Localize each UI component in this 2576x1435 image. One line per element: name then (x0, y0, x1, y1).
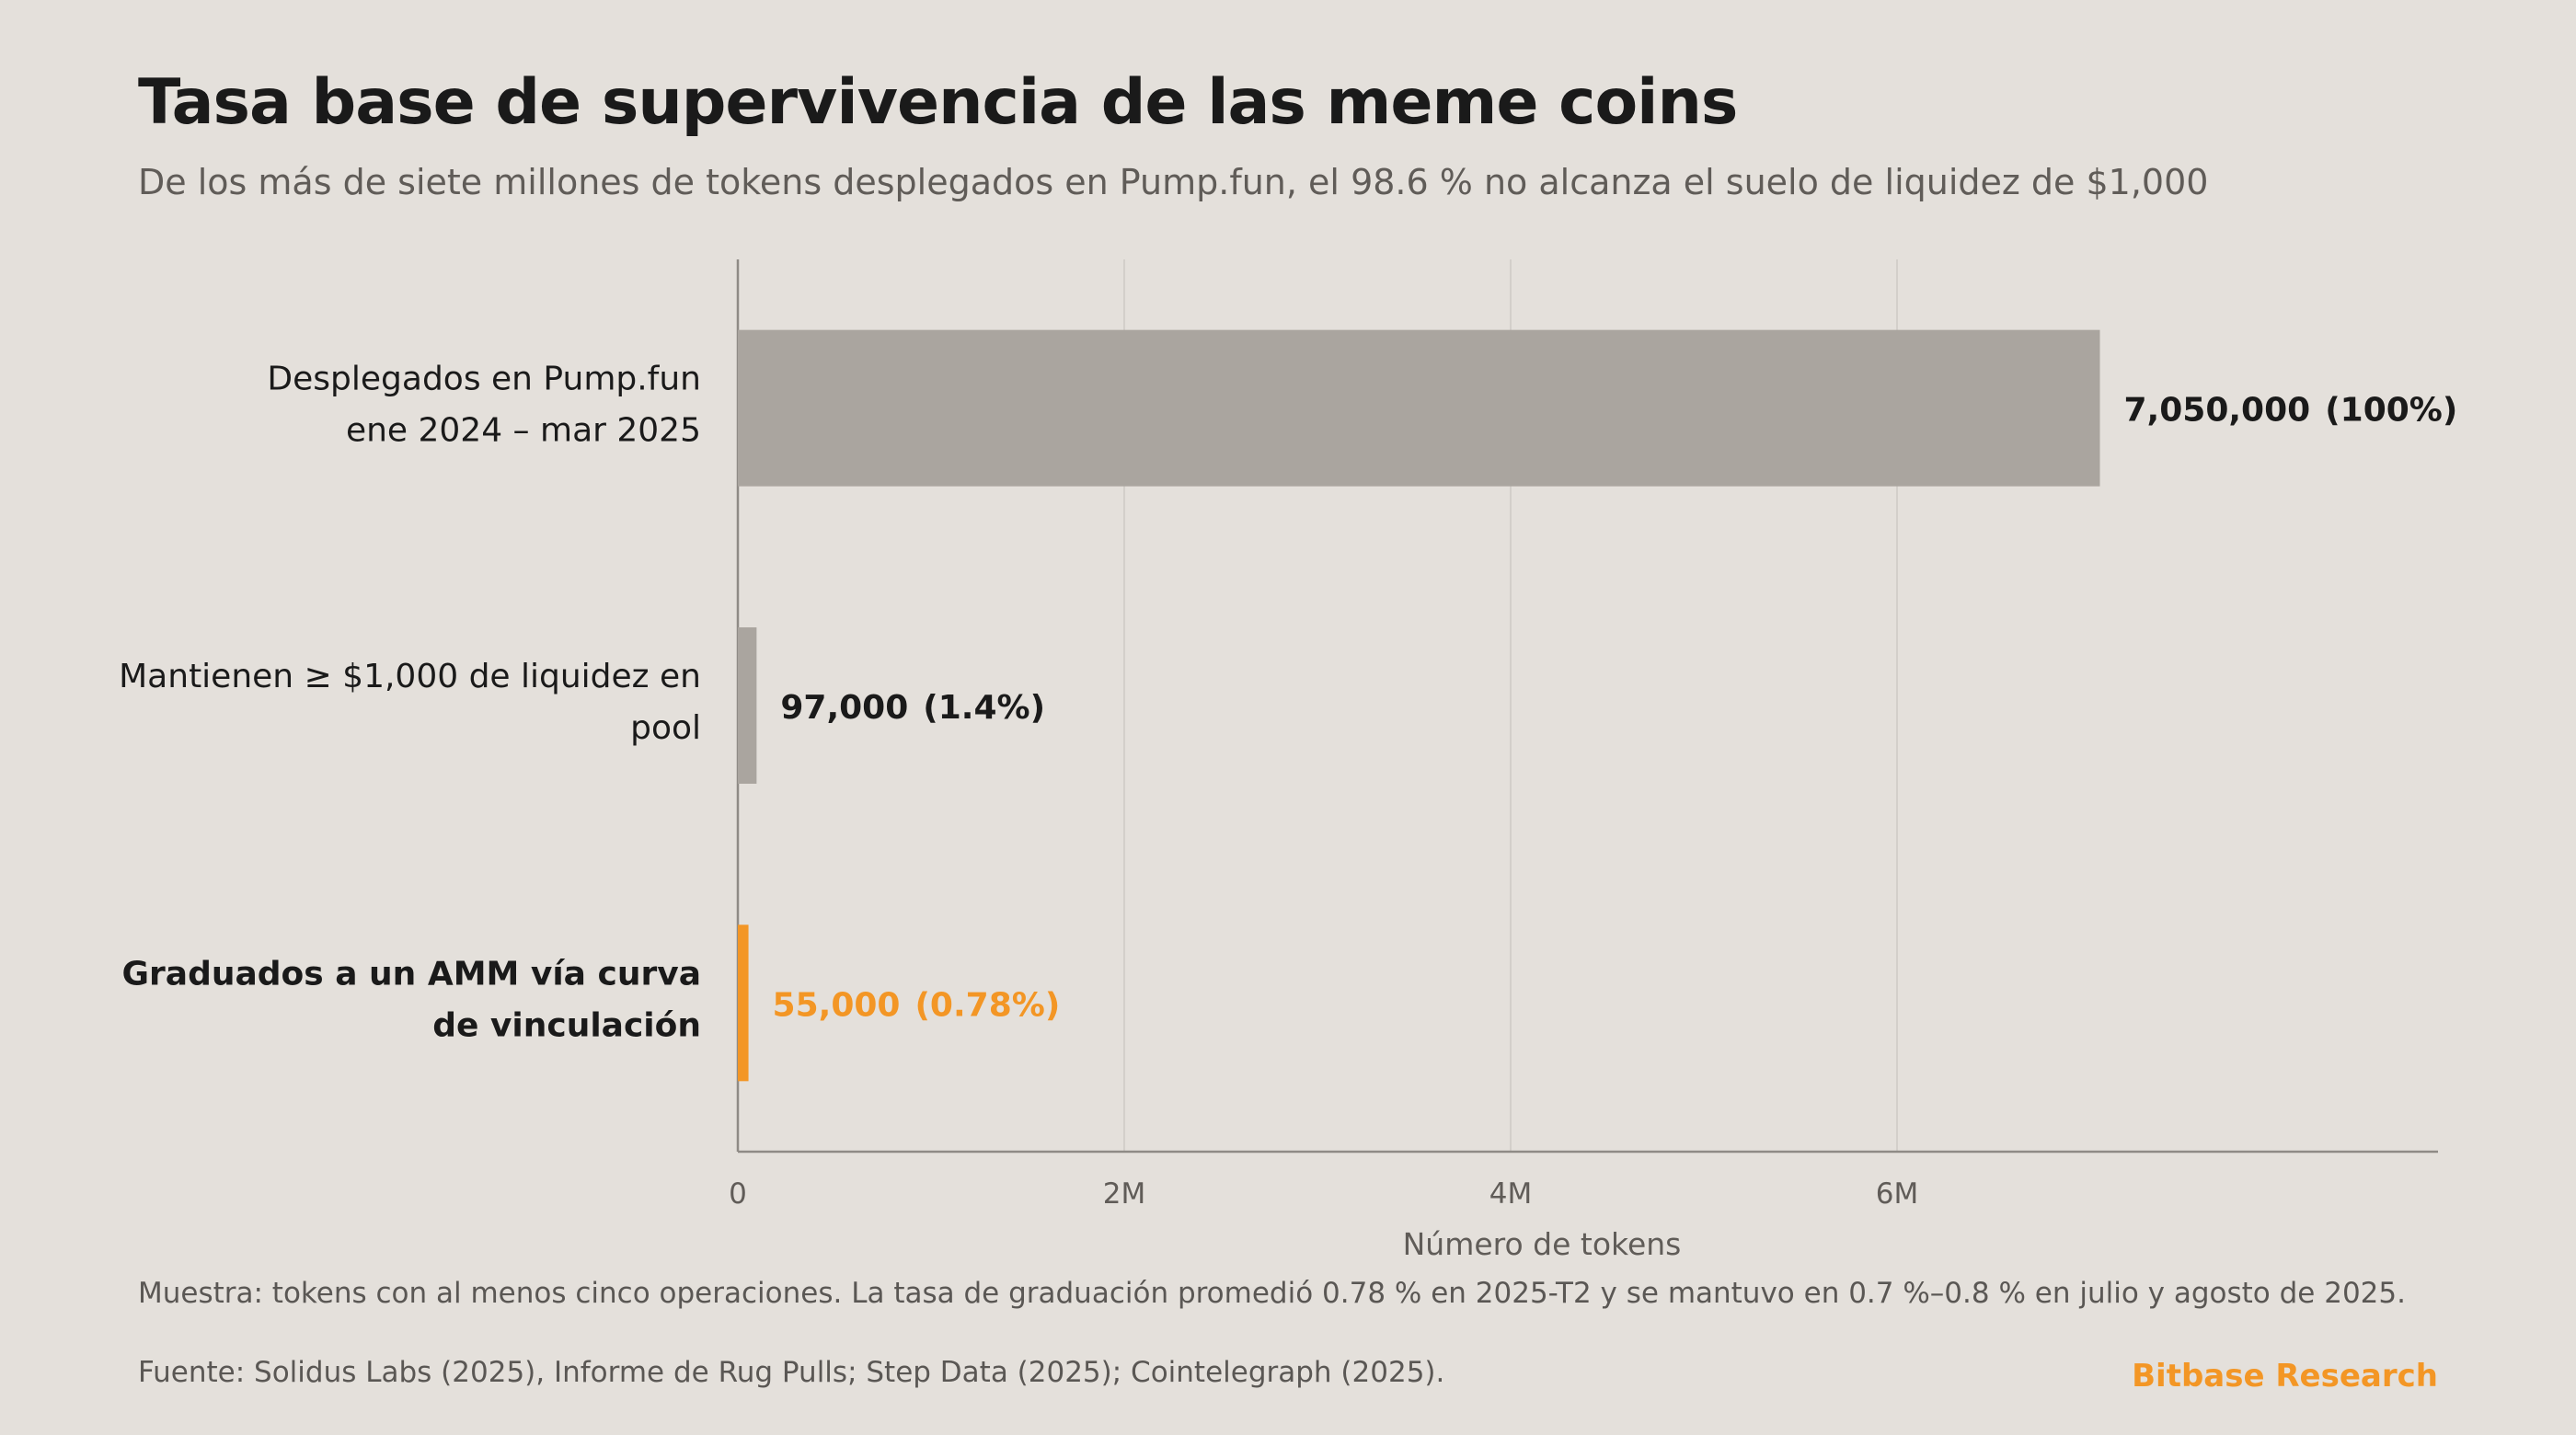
sample-note: Muestra: tokens con al menos cinco opera… (138, 1277, 2406, 1310)
category-label-0-line-1: ene 2024 – mar 2025 (346, 412, 701, 450)
category-label-2-line-0: Graduados a un AMM vía curva (121, 955, 701, 993)
value-number-2: 55,000 (773, 986, 901, 1024)
value-label-0: 7,050,000 (100%) (2124, 392, 2458, 430)
value-percent-2: (0.78%) (914, 986, 1060, 1024)
value-percent-1: (1.4%) (923, 689, 1045, 727)
value-percent-0: (100%) (2325, 392, 2457, 430)
category-label-1-line-0: Mantienen ≥ $1,000 de liquidez en (119, 658, 701, 695)
value-number-0: 7,050,000 (2124, 392, 2311, 430)
value-label-1: 97,000 (1.4%) (780, 689, 1045, 727)
category-label-2-line-1: de vinculación (432, 1006, 701, 1044)
category-label-1-line-1: pool (630, 709, 701, 747)
x-tick-label-3: 6M (1876, 1177, 1918, 1211)
x-tick-label-2: 4M (1489, 1177, 1532, 1211)
bar-2 (738, 924, 749, 1082)
chart-title: Tasa base de supervivencia de las meme c… (138, 66, 1738, 139)
x-axis-label: Número de tokens (1403, 1226, 1682, 1262)
bar-1 (738, 627, 757, 784)
x-tick-label-1: 2M (1103, 1177, 1145, 1211)
value-number-1: 97,000 (780, 689, 908, 727)
x-tick-label-0: 0 (729, 1177, 747, 1211)
value-label-2: 55,000 (0.78%) (773, 986, 1061, 1024)
source-note: Fuente: Solidus Labs (2025), Informe de … (138, 1356, 1445, 1389)
category-label-0-line-0: Desplegados en Pump.fun (267, 361, 701, 398)
brand-label: Bitbase Research (2132, 1358, 2438, 1395)
chart-subtitle: De los más de siete millones de tokens d… (138, 162, 2209, 202)
bar-0 (738, 329, 2100, 487)
